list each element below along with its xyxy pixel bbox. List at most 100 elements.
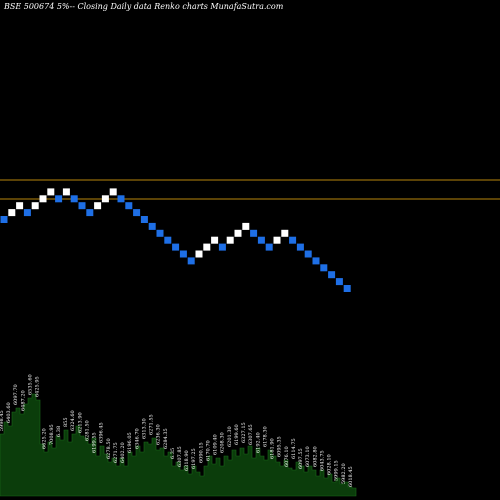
volume-value-label: 5998.45 xyxy=(0,410,5,431)
down-brick xyxy=(218,243,226,251)
volume-value-label: 6.35 xyxy=(170,448,176,459)
volume-value-label: 6535.60 xyxy=(28,374,34,395)
down-brick xyxy=(343,285,351,292)
down-brick xyxy=(117,195,125,203)
volume-value-label: 6487.20 xyxy=(20,390,26,411)
down-brick xyxy=(289,236,297,244)
volume-value-label: 6278.50 xyxy=(106,438,112,459)
down-brick xyxy=(187,257,195,265)
volume-value-label: 6396.45 xyxy=(99,422,105,443)
down-brick xyxy=(133,209,141,217)
volume-value-label: 6324.60 xyxy=(70,410,76,431)
chart-title: BSE 500674 5%-- Closing Daily data Renko… xyxy=(3,2,284,11)
volume-value-label: 6097.55 xyxy=(298,448,304,469)
up-brick xyxy=(242,222,250,230)
up-brick xyxy=(226,236,234,244)
volume-value-label: 6236.30 xyxy=(156,424,162,445)
volume-value-label: 5999.15 xyxy=(334,460,340,481)
down-brick xyxy=(172,243,180,251)
down-brick xyxy=(23,209,31,217)
volume-shape xyxy=(0,393,357,497)
volume-value-label: 6192.40 xyxy=(255,432,261,453)
volume-value-label: 5982.20 xyxy=(341,463,347,484)
up-brick xyxy=(47,188,55,196)
up-brick xyxy=(211,236,219,244)
volume-value-label: 6281.50 xyxy=(84,420,90,441)
down-brick xyxy=(320,264,328,272)
down-brick xyxy=(78,202,86,210)
volume-value-label: 6403.60 xyxy=(6,402,12,423)
up-brick xyxy=(195,250,203,258)
up-brick xyxy=(94,202,102,210)
volume-value-label: 6318.90 xyxy=(184,450,190,471)
volume-value-label: 6307.85 xyxy=(177,446,183,467)
volume-value-label: 6201.30 xyxy=(227,426,233,447)
volume-value-label: 6402.20 xyxy=(120,442,126,463)
up-brick xyxy=(281,229,289,237)
volume-value-label: 6043.75 xyxy=(319,450,325,471)
down-brick xyxy=(296,243,304,251)
down-brick xyxy=(148,222,156,230)
volume-value-label: 6271.75 xyxy=(113,442,119,463)
down-brick xyxy=(328,271,336,279)
up-brick xyxy=(39,195,47,203)
down-brick xyxy=(164,236,172,244)
volume-value-label: 6073.10 xyxy=(305,446,311,467)
down-brick xyxy=(86,209,94,217)
level-lines xyxy=(0,179,500,200)
down-brick xyxy=(257,236,265,244)
volume-value-label: 6.38 xyxy=(56,426,62,437)
up-brick xyxy=(8,209,16,217)
volume-value-label: 6213.90 xyxy=(77,412,83,433)
up-brick xyxy=(62,188,70,196)
down-brick xyxy=(140,216,148,223)
up-brick xyxy=(234,229,242,237)
volume-value-label: 6082.80 xyxy=(312,446,318,467)
volume-value-label: 6109.40 xyxy=(213,434,219,455)
up-brick xyxy=(273,236,281,244)
volume-value-label: 7008.95 xyxy=(49,424,55,445)
down-brick xyxy=(55,195,63,203)
volume-value-label: 6114.75 xyxy=(291,438,297,459)
volume-area xyxy=(0,393,357,497)
volume-value-label: 6425.95 xyxy=(35,376,41,397)
down-brick xyxy=(335,278,343,286)
volume-value-label: 6307.65 xyxy=(248,424,254,445)
renko-bricks xyxy=(0,188,351,292)
volume-value-label: 6097.70 xyxy=(13,384,19,405)
volume-value-label: 6625.20 xyxy=(42,428,48,449)
volume-value-label: 6178.30 xyxy=(262,426,268,447)
down-brick xyxy=(70,195,78,203)
volume-value-label: 6197.25 xyxy=(191,448,197,469)
volume-value-label: 6076.10 xyxy=(284,446,290,467)
volume-value-label: 6095.35 xyxy=(277,436,283,457)
up-brick xyxy=(16,202,24,210)
volume-value-label: 6346.70 xyxy=(134,428,140,449)
down-brick xyxy=(265,243,273,251)
up-brick xyxy=(203,243,211,251)
volume-value-label: 6313.30 xyxy=(141,418,147,439)
volume-value-label: 6199.55 xyxy=(92,432,98,453)
volume-value-label: 6018.45 xyxy=(348,466,354,487)
volume-value-label: 6181.90 xyxy=(270,438,276,459)
down-brick xyxy=(125,202,133,210)
volume-value-label: 6196.05 xyxy=(127,432,133,453)
down-brick xyxy=(179,250,187,258)
down-brick xyxy=(312,257,320,265)
down-brick xyxy=(250,229,258,237)
volume-value-label: 6199.60 xyxy=(234,424,240,445)
down-brick xyxy=(304,250,312,258)
up-brick xyxy=(109,188,117,196)
volume-value-label: 6170.70 xyxy=(206,440,212,461)
up-brick xyxy=(101,195,109,203)
down-brick xyxy=(156,229,164,237)
down-brick xyxy=(0,216,8,223)
volume-value-label: 6208.30 xyxy=(220,432,226,453)
volume-value-label: 6284.35 xyxy=(163,428,169,449)
volume-value-label: 6090.15 xyxy=(198,442,204,463)
volume-value-label: 6327.15 xyxy=(241,422,247,443)
volume-value-label: 6028.10 xyxy=(327,454,333,475)
